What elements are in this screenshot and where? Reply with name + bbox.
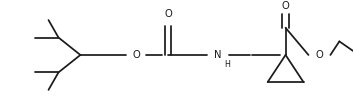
Text: N: N bbox=[214, 50, 222, 60]
Text: O: O bbox=[132, 50, 140, 60]
Text: O: O bbox=[164, 9, 172, 19]
Text: O: O bbox=[282, 2, 290, 11]
Text: H: H bbox=[224, 60, 230, 69]
Text: O: O bbox=[315, 50, 323, 60]
